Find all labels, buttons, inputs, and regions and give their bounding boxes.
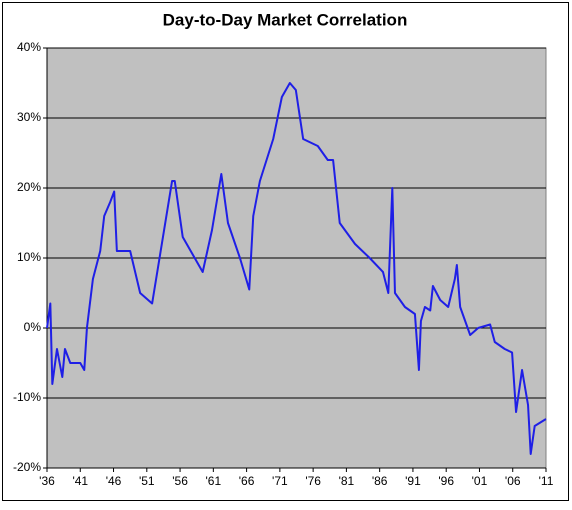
x-tick-label: '86	[372, 474, 388, 488]
x-tick-label: '36	[39, 474, 55, 488]
x-tick-label: '71	[272, 474, 288, 488]
x-tick-label: '01	[472, 474, 488, 488]
x-tick-label: '76	[305, 474, 321, 488]
chart-title: Day-to-Day Market Correlation	[163, 10, 408, 29]
x-tick-label: '11	[539, 474, 554, 488]
y-tick-label: 0%	[24, 320, 42, 334]
data-line	[46, 82, 547, 455]
x-tick-label: '06	[505, 474, 521, 488]
x-tick-label: '91	[405, 474, 421, 488]
y-tick-label: -20%	[13, 460, 41, 474]
x-tick-label: '51	[139, 474, 155, 488]
x-tick-label: '61	[206, 474, 222, 488]
y-tick-label: 40%	[17, 40, 41, 54]
y-tick-label: 20%	[17, 180, 41, 194]
x-tick-label: '41	[72, 474, 88, 488]
x-tick-label: '96	[438, 474, 454, 488]
y-tick-label: -10%	[13, 390, 41, 404]
x-tick-label: '66	[239, 474, 255, 488]
x-tick-label: '56	[172, 474, 188, 488]
x-tick-label: '81	[339, 474, 355, 488]
y-tick-label: 10%	[17, 250, 41, 264]
y-tick-label: 30%	[17, 110, 41, 124]
x-tick-label: '46	[106, 474, 122, 488]
